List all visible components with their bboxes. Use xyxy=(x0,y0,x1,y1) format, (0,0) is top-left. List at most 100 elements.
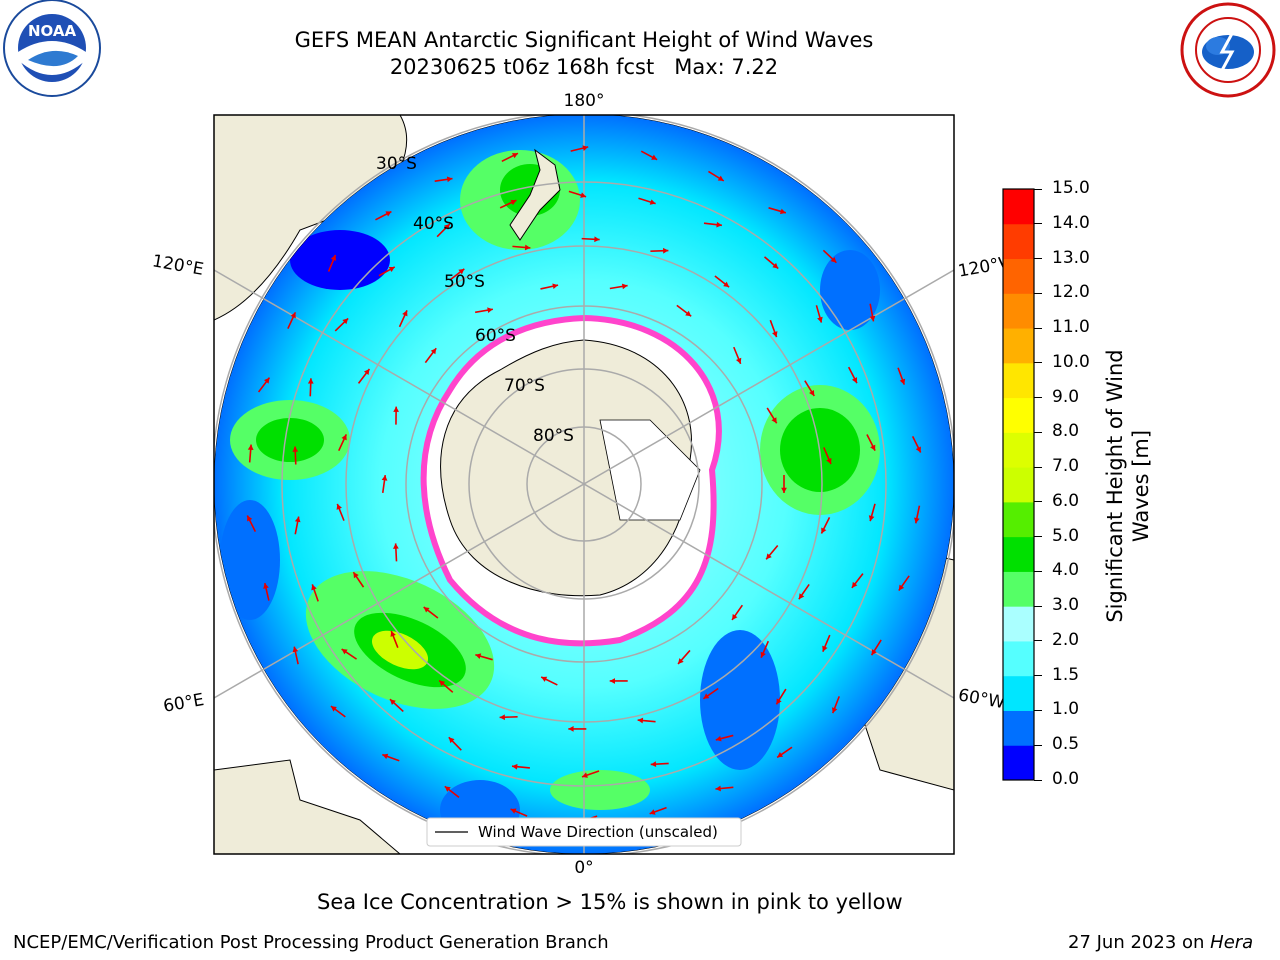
colorbar-tick-mark xyxy=(1034,188,1042,190)
colorbar-tick-label: 11.0 xyxy=(1052,317,1090,338)
colorbar-segment xyxy=(1003,536,1034,572)
graticule xyxy=(214,115,954,854)
wave-arrow-head xyxy=(637,717,644,724)
wave-arrow-head xyxy=(307,378,314,384)
wave-arrow-head xyxy=(781,487,787,493)
lon-label-120e: 120°E xyxy=(151,251,205,280)
wave-arrow-head xyxy=(446,176,453,183)
colorbar-tick-label: 9.0 xyxy=(1052,386,1080,407)
wave-arrow-head xyxy=(831,707,838,714)
colorbar-tick-mark xyxy=(1034,605,1042,607)
colorbar-tick-label: 8.0 xyxy=(1052,421,1080,442)
wave-arrow-head xyxy=(821,527,827,534)
wave-arrow-head xyxy=(798,593,805,600)
colorbar-tick-label: 3.0 xyxy=(1052,595,1080,616)
wave-arrow-head xyxy=(779,208,786,215)
wave-arrow-head xyxy=(552,283,559,290)
wave-arrow-head xyxy=(510,808,517,814)
wave-arrow-head xyxy=(715,735,722,742)
colorbar-segment xyxy=(1003,640,1034,677)
colorbar-label-line1: Significant Height of Wind xyxy=(1103,349,1127,623)
chart-title: GEFS MEAN Antarctic Significant Height o… xyxy=(294,28,874,52)
wave-arrow-head xyxy=(766,553,772,560)
colorbar-segment xyxy=(1003,397,1034,433)
map-frame xyxy=(213,114,955,855)
colorbar-tick-label: 15.0 xyxy=(1052,178,1090,198)
wave-arrow-head xyxy=(723,281,730,288)
wave-arrow-head xyxy=(650,761,657,768)
wave-arrow-head xyxy=(915,446,921,453)
wave-arrow-head xyxy=(499,714,505,721)
colorbar-segment xyxy=(1003,328,1034,364)
lon-label-180: 180° xyxy=(564,91,605,111)
lat-label-30s: 30°S xyxy=(376,154,417,174)
nws-logo xyxy=(1180,2,1276,98)
wave-arrow-head xyxy=(393,406,399,412)
colorbar-tick-label: 2.0 xyxy=(1052,629,1080,650)
wave-arrow-head xyxy=(388,266,395,273)
wave-arrow-head xyxy=(389,699,396,705)
footer-org: NCEP/EMC/Verification Post Processing Pr… xyxy=(13,932,609,953)
colorbar-tick-mark xyxy=(1034,397,1042,399)
colorbar-tick-label: 5.0 xyxy=(1052,525,1080,546)
wave-arrow-head xyxy=(247,444,254,451)
wave-arrow-head xyxy=(582,772,588,778)
colorbar-tick-mark xyxy=(1034,675,1042,677)
wind-wave-arrows xyxy=(246,145,922,823)
colorbar xyxy=(1002,188,1035,781)
wave-arrow-head xyxy=(336,503,342,510)
colorbar-tick-label: 14.0 xyxy=(1052,212,1090,233)
wave-arrow-head xyxy=(423,607,430,613)
colorbar-tick-label: 0.0 xyxy=(1052,769,1080,789)
wave-arrow-head xyxy=(568,726,574,732)
wave-arrow-head xyxy=(247,515,253,522)
wave-arrow-head xyxy=(678,658,684,664)
wave-arrow-head xyxy=(363,369,370,375)
wave-arrow-head xyxy=(580,192,587,198)
colorbar-tick-mark xyxy=(1034,779,1042,781)
wave-arrow-head xyxy=(732,613,738,620)
colorbar-tick-label: 1.5 xyxy=(1052,664,1080,685)
wave-arrow-head xyxy=(870,444,876,451)
colorbar-segment xyxy=(1003,362,1034,399)
wave-arrow-head xyxy=(898,584,905,591)
wave-arrow-head xyxy=(868,515,875,522)
colorbar-segment xyxy=(1003,745,1034,781)
wave-arrow-head xyxy=(390,630,396,637)
wave-arrow-head xyxy=(594,236,600,243)
footer-date-text: 27 Jun 2023 on xyxy=(1068,932,1211,953)
colorbar-segment xyxy=(1003,223,1034,260)
wave-arrow-head xyxy=(830,256,837,263)
wave-arrow-head xyxy=(444,786,451,792)
wave-arrow-head xyxy=(760,651,766,658)
colorbar-tick-label: 10.0 xyxy=(1052,351,1090,372)
noaa-logo: NOAA xyxy=(3,0,101,97)
wave-arrow-head xyxy=(649,199,656,205)
colorbar-tick-mark xyxy=(1034,327,1042,329)
wave-arrow-head xyxy=(402,310,408,317)
wave-arrow-head xyxy=(685,310,692,317)
lon-label-60e: 60°E xyxy=(162,690,206,717)
sea-ice-note: Sea Ice Concentration > 15% is shown in … xyxy=(317,890,903,914)
wave-arrow-head xyxy=(511,763,518,770)
lat-label-40s: 40°S xyxy=(413,214,454,234)
wave-arrow-head xyxy=(330,706,337,712)
wave-arrow-head xyxy=(487,307,493,313)
colorbar-tick-label: 12.0 xyxy=(1052,282,1090,303)
wave-arrow-head xyxy=(777,752,784,758)
colorbar-tick-label: 1.0 xyxy=(1052,699,1080,720)
wave-arrow-head xyxy=(716,221,722,228)
colorbar-segment xyxy=(1003,606,1034,642)
africa-land xyxy=(214,759,401,854)
chart-subtitle: 20230625 t06z 168h fcst Max: 7.22 xyxy=(389,55,779,79)
wave-arrow-head xyxy=(899,378,906,385)
colorbar-segment xyxy=(1003,710,1034,746)
colorbar-label-line2: Waves [m] xyxy=(1129,429,1153,543)
wave-arrow-head xyxy=(651,154,658,160)
wave-arrow-head xyxy=(353,572,359,579)
colorbar-tick-mark xyxy=(1034,223,1042,225)
colorbar-tick-mark xyxy=(1034,431,1042,433)
australia-land xyxy=(214,115,408,321)
wave-arrow-head xyxy=(311,584,317,591)
legend-box xyxy=(426,817,742,847)
